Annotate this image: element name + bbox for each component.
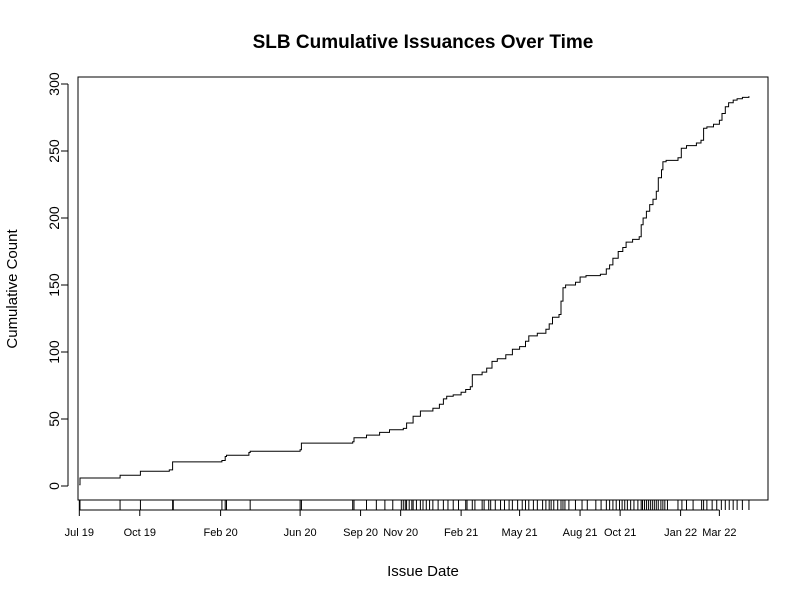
x-tick-label: Aug 21 (563, 527, 598, 539)
x-tick-label: Jan 22 (664, 527, 697, 539)
x-tick-label: Sep 20 (343, 527, 378, 539)
x-tick-label: Feb 21 (444, 527, 478, 539)
cumulative-count-line (79, 96, 750, 486)
y-tick-label: 300 (46, 72, 62, 96)
x-tick-label: Oct 21 (604, 527, 636, 539)
y-tick-label: 200 (46, 206, 62, 230)
plot-frame (77, 76, 769, 501)
x-tick-label: Jul 19 (65, 527, 94, 539)
y-tick-label: 150 (46, 273, 62, 297)
x-axis-label: Issue Date (387, 563, 459, 580)
x-tick-label: May 21 (502, 527, 538, 539)
date-rug (78, 500, 750, 510)
y-tick-label: 250 (46, 139, 62, 163)
y-axis: 0 50 100 150 200 250 300 (46, 72, 69, 490)
y-tick-label: 50 (46, 411, 62, 427)
series-group (79, 96, 750, 486)
y-tick-label: 0 (46, 482, 62, 490)
x-tick-label: Nov 20 (383, 527, 418, 539)
chart-title: SLB Cumulative Issuances Over Time (253, 32, 594, 53)
x-tick-label: Oct 19 (124, 527, 156, 539)
x-tick-label: Mar 22 (702, 527, 736, 539)
x-tick-label: Jun 20 (284, 527, 317, 539)
y-tick-label: 100 (46, 340, 62, 364)
x-axis: Jul 19 Oct 19 Feb 20 Jun 20 Sep 20 Nov 20 Feb … (65, 509, 736, 539)
x-tick-label: Feb 20 (203, 527, 237, 539)
y-axis-label: Cumulative Count (4, 229, 21, 349)
